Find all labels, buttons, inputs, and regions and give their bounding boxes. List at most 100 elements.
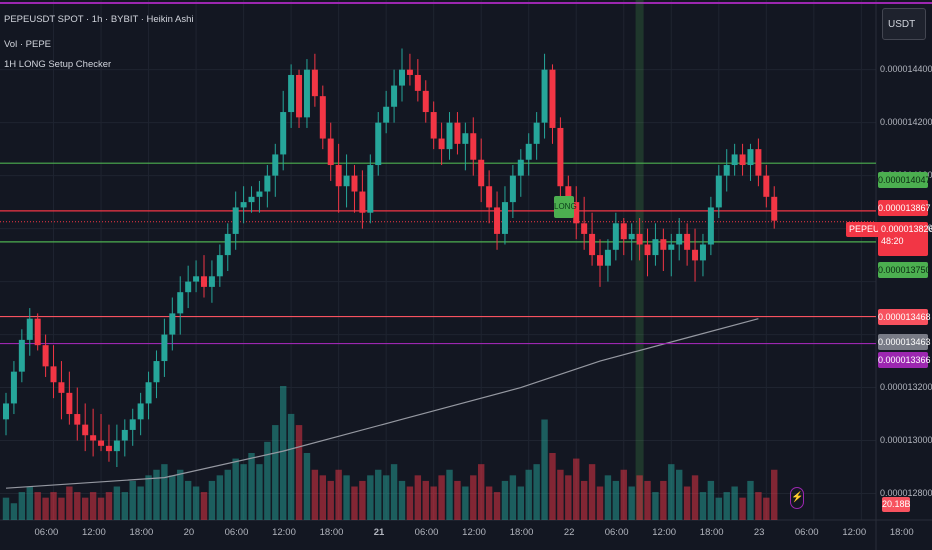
alert-icon[interactable]: ⚡: [790, 487, 804, 509]
candle-body: [517, 159, 524, 176]
volume-bar: [105, 492, 113, 520]
volume-bar: [612, 480, 620, 520]
volume-bar: [367, 475, 374, 520]
volume-bar: [359, 480, 366, 520]
candle-body: [367, 165, 374, 213]
candle-body: [153, 361, 160, 383]
volume-bar: [731, 486, 738, 520]
volume-bar: [533, 464, 540, 520]
volume-bar: [588, 464, 596, 520]
candle-body: [327, 138, 334, 166]
volume-bar: [161, 464, 168, 520]
level-price-label: 0.000013366: [878, 352, 931, 368]
candle-body: [129, 419, 136, 430]
volume-bar: [74, 492, 81, 520]
volume-bar: [430, 486, 437, 520]
volume-bar: [184, 480, 192, 520]
candle-body: [763, 175, 770, 197]
time-tick-label: 06:00: [794, 527, 819, 538]
candle-body: [399, 69, 405, 86]
candle-body: [383, 106, 390, 123]
volume-bar: [287, 413, 295, 520]
volume-bar: [50, 492, 57, 520]
volume-bar: [18, 492, 26, 520]
price-tick-label: 0.000012800: [880, 487, 932, 498]
volume-bar: [208, 480, 216, 520]
volume-bar: [739, 497, 746, 520]
candle-body: [26, 318, 33, 340]
volume-bar: [676, 469, 683, 520]
volume-bar: [549, 453, 556, 520]
volume-bar: [660, 480, 667, 520]
candle-body: [509, 175, 516, 203]
time-tick-label: 06:00: [414, 527, 439, 538]
candle-body: [565, 186, 572, 203]
candle-body: [462, 133, 469, 144]
candle-body: [161, 334, 168, 362]
candle-body: [34, 318, 41, 346]
level-price-label: 0.000013468: [878, 309, 931, 325]
volume-bar: [311, 469, 319, 520]
volume-bar: [771, 469, 778, 520]
volume-legend: Vol · PEPE: [4, 39, 51, 50]
volume-bar: [493, 492, 501, 520]
time-tick-label: 18:00: [129, 527, 154, 538]
candle-body: [486, 186, 493, 208]
volume-bar: [398, 480, 406, 520]
volume-bar: [256, 464, 263, 520]
candle-body: [264, 175, 271, 192]
candle-body: [280, 112, 287, 155]
candle-body: [430, 112, 437, 139]
volume-bar: [335, 469, 342, 520]
currency-label: USDT: [888, 19, 916, 30]
candle-body: [589, 233, 596, 256]
volume-bar: [557, 469, 564, 520]
candle-body: [731, 154, 738, 166]
candle-body: [3, 403, 9, 420]
volume-bar: [10, 503, 18, 520]
candle-body: [256, 191, 263, 197]
volume-bar: [2, 497, 10, 520]
last-price: 0.000013826: [881, 224, 932, 234]
level-price-label: 0.000013463: [878, 334, 931, 350]
candle-body: [692, 249, 699, 261]
time-tick-label: 22: [563, 527, 575, 538]
volume-bar: [89, 492, 97, 520]
candle-body: [414, 74, 421, 91]
level-price-label: 0.000013750: [878, 262, 931, 278]
candle-body: [82, 424, 89, 436]
candle-body: [193, 276, 200, 282]
candle-body: [771, 196, 778, 221]
volume-bar: [58, 497, 65, 520]
level-price-label: 0.000013867: [878, 200, 931, 216]
indicator-legend: 1H LONG Setup Checker: [4, 59, 112, 70]
candle-body: [375, 122, 382, 166]
candle-body: [644, 244, 651, 256]
volume-bar: [636, 475, 643, 520]
candle-body: [10, 371, 17, 404]
candle-body: [343, 175, 350, 187]
candle-body: [66, 392, 73, 415]
candle-body: [296, 74, 303, 118]
level-price-label: 0.000014047: [878, 172, 931, 188]
volume-bar: [565, 475, 572, 520]
candle-body: [684, 233, 691, 250]
candle-body: [699, 244, 706, 261]
time-tick-label: 12:00: [82, 527, 106, 538]
currency-button[interactable]: USDT: [882, 8, 926, 40]
candle-body: [105, 445, 112, 452]
candle-body: [652, 239, 659, 256]
volume-bar: [192, 486, 200, 520]
candle-body: [319, 96, 326, 139]
volume-bar: [343, 475, 350, 520]
candle-body: [525, 143, 532, 160]
volume-bar: [375, 469, 382, 520]
candle-body: [50, 366, 57, 383]
candle-body: [216, 255, 223, 277]
time-tick-label: 12:00: [652, 527, 677, 538]
volume-bar: [303, 453, 311, 520]
volume-bar: [620, 469, 627, 520]
candle-body: [58, 382, 65, 393]
candle-body: [715, 175, 722, 208]
